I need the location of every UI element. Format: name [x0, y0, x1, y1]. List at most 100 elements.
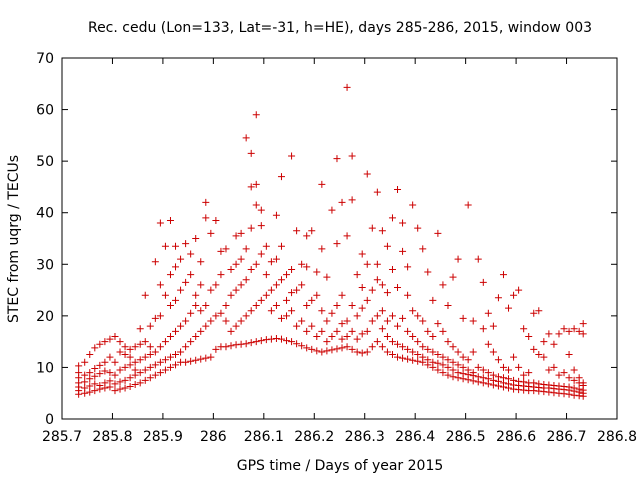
data-point	[141, 353, 149, 361]
data-point	[383, 348, 391, 356]
data-point	[399, 219, 407, 227]
data-point	[333, 327, 341, 335]
data-point	[161, 338, 169, 346]
data-point	[151, 258, 159, 266]
data-point	[378, 281, 386, 289]
data-point	[156, 343, 164, 351]
data-point	[242, 134, 250, 142]
data-point	[207, 229, 215, 237]
data-point	[303, 327, 311, 335]
data-point	[328, 332, 336, 340]
data-point	[388, 312, 396, 320]
data-point	[252, 111, 260, 119]
data-point	[187, 271, 195, 279]
data-point	[277, 314, 285, 322]
data-point	[75, 369, 83, 377]
data-point	[444, 363, 452, 371]
data-point	[217, 247, 225, 255]
x-tick-label: 286.7	[546, 429, 586, 445]
data-point	[86, 375, 94, 383]
data-point	[338, 344, 346, 352]
data-point	[494, 294, 502, 302]
data-point	[232, 322, 240, 330]
plot-frame	[61, 57, 618, 420]
data-point	[298, 260, 306, 268]
data-point	[202, 214, 210, 222]
y-tick-label: 50	[36, 154, 54, 170]
data-point	[293, 286, 301, 294]
data-point	[257, 337, 265, 345]
data-point	[131, 343, 139, 351]
data-point	[469, 317, 477, 325]
data-point	[136, 356, 144, 364]
data-point	[293, 322, 301, 330]
data-point	[192, 235, 200, 242]
data-point	[212, 345, 220, 353]
data-point	[151, 314, 159, 322]
data-point	[570, 384, 578, 392]
data-point	[111, 380, 119, 388]
data-point	[429, 296, 437, 304]
data-point	[288, 152, 296, 160]
data-point	[272, 255, 280, 263]
data-point	[283, 337, 291, 345]
data-point	[429, 348, 437, 356]
data-point	[182, 343, 190, 351]
data-point	[449, 343, 457, 351]
data-point	[91, 344, 99, 352]
data-point	[277, 242, 285, 250]
data-point	[298, 342, 306, 350]
data-point	[499, 363, 507, 371]
data-point	[136, 379, 144, 387]
data-point	[136, 325, 144, 333]
data-point	[368, 343, 376, 351]
data-point	[313, 332, 321, 340]
data-point	[388, 265, 396, 273]
data-point	[187, 357, 195, 365]
data-point	[378, 227, 386, 235]
data-point	[404, 355, 412, 363]
data-point	[247, 224, 255, 232]
x-tick-label: 285.9	[143, 429, 183, 445]
data-point	[439, 361, 447, 369]
data-point	[394, 340, 402, 348]
data-point	[288, 338, 296, 346]
data-point	[459, 314, 467, 322]
data-point	[141, 366, 149, 374]
data-point	[262, 242, 270, 250]
data-point	[303, 232, 311, 240]
data-point	[106, 383, 114, 391]
data-point	[303, 344, 311, 352]
data-point	[197, 327, 205, 335]
data-point	[449, 358, 457, 366]
data-point	[419, 343, 427, 351]
data-point	[166, 353, 174, 361]
data-point	[101, 379, 109, 387]
data-point	[318, 245, 326, 253]
data-point	[328, 206, 336, 214]
data-point	[192, 291, 200, 299]
data-point	[106, 335, 114, 343]
data-point	[267, 307, 275, 315]
data-point	[222, 245, 230, 253]
data-point	[520, 371, 528, 379]
data-point	[388, 351, 396, 359]
data-point	[348, 345, 356, 353]
data-point	[131, 358, 139, 366]
data-point	[530, 309, 538, 317]
data-point	[207, 317, 215, 325]
data-point	[388, 214, 396, 222]
data-point	[353, 312, 361, 320]
data-point	[434, 359, 442, 367]
data-point	[328, 309, 336, 317]
data-point	[313, 268, 321, 276]
data-point	[232, 286, 240, 294]
data-point	[378, 307, 386, 315]
data-point	[222, 302, 230, 310]
data-point	[565, 351, 573, 359]
data-point	[358, 304, 366, 312]
data-point	[540, 353, 548, 361]
data-point	[283, 271, 291, 279]
data-point	[146, 322, 154, 330]
